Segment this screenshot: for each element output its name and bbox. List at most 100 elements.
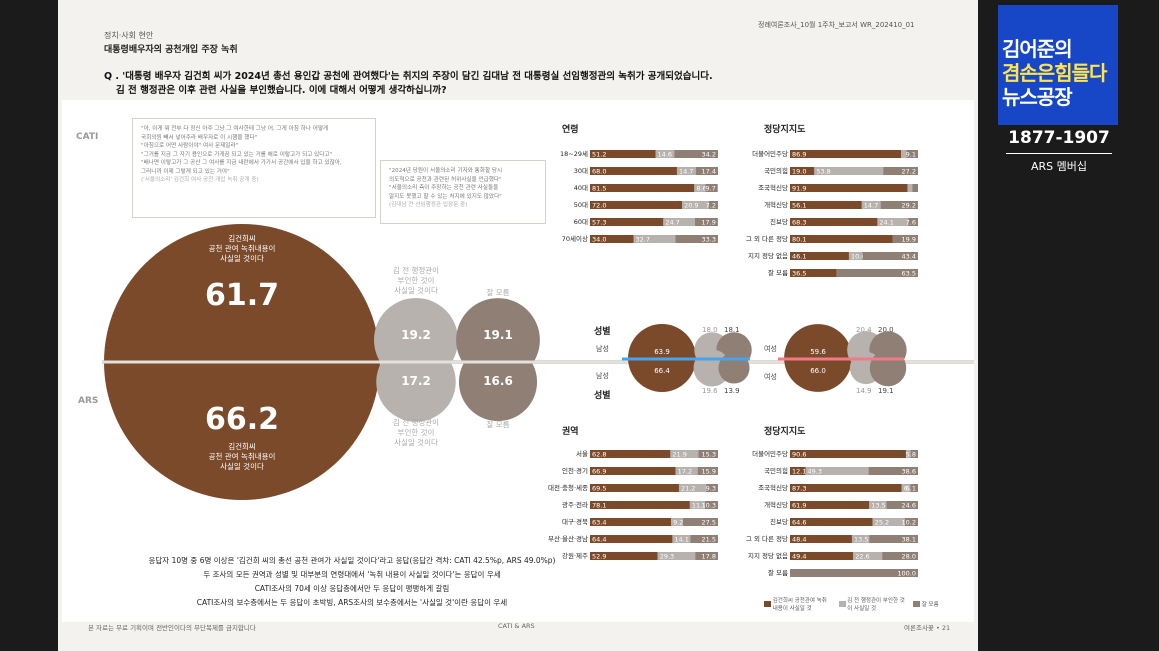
bar-segment — [590, 552, 658, 560]
bar-segment — [695, 167, 718, 175]
cati-label: CATI — [76, 132, 99, 142]
bar-segment — [892, 235, 918, 243]
bar-segment — [674, 150, 718, 158]
ars-deny-label: 김 전 행정관이 부인한 것이 사실일 것이다 — [382, 418, 450, 448]
bar-value-label: 24.7 — [665, 219, 679, 227]
cati-main-value: 61.7 — [204, 278, 280, 313]
region-chart-title: 권역 — [562, 427, 579, 437]
bar-segment — [590, 184, 695, 192]
bar-segment — [590, 467, 676, 475]
bar-segment — [790, 552, 854, 560]
label-line: 사실일 것이다 — [220, 462, 264, 471]
divider — [1006, 153, 1112, 154]
bar-value-label: 21.5 — [702, 536, 716, 544]
quote-line: "그거를 지금 그 자기 용인으로 가게끔 되고 있는 거를 해로 이렇고가 되… — [141, 151, 333, 158]
broadcast-logo: 김어준의 겸손은힘들다 뉴스공장 — [998, 5, 1118, 125]
party-chart-title-ars: 정당지지도 — [764, 427, 806, 437]
charts-canvas: 18~29세 51.2 14.6 34.2 30대 68.0 14.7 17.4 40대 81.5… — [102, 149, 974, 578]
bar-value-label: 14.1 — [674, 536, 688, 544]
bar-value-label: 9.7 — [705, 185, 715, 193]
bar-value-label: 6.6 — [904, 485, 914, 493]
bar-segment — [805, 467, 869, 475]
bar-value-label: 81.5 — [592, 185, 606, 193]
summary-line: 두 조사의 모든 권역과 성별 및 대부분의 연령대에서 '녹취 내용이 사실일… — [203, 570, 501, 579]
bar-value-label: 17.8 — [702, 553, 716, 561]
bar-value-label: 13.5 — [871, 502, 885, 510]
bar-segment — [790, 569, 918, 577]
bar-value-label: 48.4 — [792, 536, 806, 544]
bar-value-label: 5.8 — [906, 451, 916, 459]
bar-segment — [790, 484, 902, 492]
bar-category-label: 60대 — [574, 218, 588, 226]
bar-segment — [869, 535, 918, 543]
bar-segment — [590, 201, 683, 209]
ars-dk-label: 잘 모름 — [486, 420, 510, 429]
label-line: 김 전 행정관이 — [392, 266, 440, 275]
bar-value-label: 62.8 — [592, 451, 606, 459]
bar-segment — [655, 150, 675, 158]
label-line: 부인한 것이 — [397, 428, 435, 437]
bar-value-label: 49.3 — [807, 468, 821, 476]
bar-category-label: 국민의힘 — [764, 466, 788, 475]
bar-value-label: 9.3 — [706, 485, 716, 493]
bar-value-label: 68.3 — [792, 219, 806, 227]
female-cati-dk: 20.0 — [878, 326, 894, 334]
bar-value-label: 6.1 — [906, 485, 916, 493]
bar-segment — [590, 218, 664, 226]
bar-value-label: 9.1 — [906, 151, 916, 159]
bar-segment — [682, 518, 718, 526]
male-ars-dk: 13.9 — [724, 387, 740, 395]
quote-line: 알지도 못했고 할 수 있는 처지에 있지도 않았다" — [389, 193, 502, 200]
bar-segment — [672, 535, 691, 543]
quote-line: "2024년 당원이 서울의소리 기자와 통화할 당시 — [389, 168, 503, 174]
bar-value-label: 34.2 — [702, 151, 716, 159]
bar-value-label: 27.2 — [902, 168, 916, 176]
bar-value-label: 13.5 — [854, 536, 868, 544]
bar-value-label: 22.6 — [855, 553, 869, 561]
bar-segment — [633, 235, 676, 243]
bar-segment — [678, 484, 707, 492]
bar-segment — [910, 484, 918, 492]
bar-category-label: 부산·울산·경남 — [548, 534, 588, 543]
bar-value-label: 21.2 — [681, 485, 695, 493]
bar-value-label: 64.4 — [592, 536, 606, 544]
bar-category-label: 국민의힘 — [764, 166, 788, 175]
quote-box-statement: "2024년 당원이 서울의소리 기자와 통화할 당시 의도적으로 공천과 관련… — [380, 160, 546, 224]
quote-box-recording: "아, 이게 뭐 전부 다 정신 아주 그냥 그 여사한테 그냥 어, 그게 아… — [132, 118, 376, 218]
bar-segment — [882, 552, 918, 560]
bar-value-label: 8.6 — [696, 185, 706, 193]
bar-value-label: 86.9 — [792, 151, 806, 159]
bar-value-label: 38.6 — [902, 468, 916, 476]
bar-category-label: 대전·충청·세종 — [548, 483, 588, 492]
bar-segment — [705, 184, 718, 192]
bar-value-label: 63.5 — [902, 270, 916, 278]
bar-category-label: 잘 모름 — [768, 269, 788, 277]
bar-value-label: 10.3 — [702, 502, 716, 510]
summary-line: CATI조사의 70세 이상 응답층에서만 두 응답이 팽팽하게 갈림 — [254, 584, 450, 593]
bar-category-label: 40대 — [574, 184, 588, 192]
gender-female-ars-dk-bubble — [869, 349, 907, 387]
bar-value-label: 69.5 — [592, 485, 606, 493]
party-chart-title-cati: 정당지지도 — [764, 125, 806, 135]
bar-value-label: 66.9 — [592, 468, 606, 476]
bar-value-label: 28.0 — [902, 553, 916, 561]
female-ars-main: 66.0 — [810, 367, 826, 375]
logo-line-1: 김어준의 — [1002, 37, 1073, 61]
bar-segment — [671, 518, 683, 526]
bar-category-label: 조국혁신당 — [758, 183, 788, 192]
bar-value-label: 49.4 — [792, 553, 806, 561]
bar-segment — [689, 501, 705, 509]
summary-line: 응답자 10명 중 6명 이상은 '김건희 씨의 총선 공천 관여가 사실일 것… — [148, 556, 556, 565]
ars-dk-value: 16.6 — [483, 374, 513, 388]
bar-segment — [590, 450, 671, 458]
bar-segment — [590, 167, 677, 175]
bar-value-label: 61.9 — [792, 502, 806, 510]
male-ars-main: 66.4 — [654, 367, 670, 375]
bar-value-label: 90.6 — [792, 451, 806, 459]
bar-segment — [901, 484, 911, 492]
bar-segment — [670, 450, 699, 458]
label-line: 사실일 것이다 — [394, 286, 438, 295]
bar-segment — [880, 201, 918, 209]
bar-segment — [790, 218, 878, 226]
bar-segment — [590, 535, 673, 543]
